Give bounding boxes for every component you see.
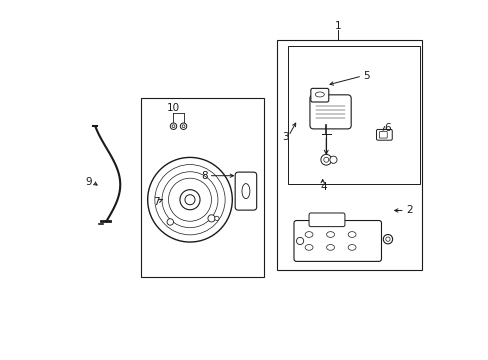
FancyBboxPatch shape xyxy=(309,95,350,129)
Circle shape xyxy=(155,165,224,235)
Circle shape xyxy=(170,123,176,130)
Ellipse shape xyxy=(347,244,355,250)
Bar xyxy=(140,98,264,277)
Bar xyxy=(276,40,421,270)
Text: 2: 2 xyxy=(406,206,412,216)
Ellipse shape xyxy=(242,184,249,199)
Circle shape xyxy=(180,190,200,210)
Circle shape xyxy=(180,123,186,130)
FancyBboxPatch shape xyxy=(293,221,381,261)
Ellipse shape xyxy=(326,244,334,250)
Text: 8: 8 xyxy=(202,171,208,181)
Bar xyxy=(287,45,419,184)
Text: 10: 10 xyxy=(167,103,180,113)
Circle shape xyxy=(385,237,389,241)
Ellipse shape xyxy=(305,244,312,250)
Text: 1: 1 xyxy=(334,21,340,31)
Ellipse shape xyxy=(326,231,334,237)
FancyBboxPatch shape xyxy=(308,213,344,226)
FancyBboxPatch shape xyxy=(376,130,391,140)
Circle shape xyxy=(207,215,215,222)
Ellipse shape xyxy=(347,231,355,237)
Circle shape xyxy=(182,125,184,128)
Text: 3: 3 xyxy=(282,132,288,142)
Circle shape xyxy=(147,157,232,242)
Circle shape xyxy=(329,156,336,163)
Text: 4: 4 xyxy=(320,182,326,192)
Circle shape xyxy=(383,234,392,244)
Circle shape xyxy=(167,219,173,225)
FancyBboxPatch shape xyxy=(235,172,256,210)
Text: 9: 9 xyxy=(85,177,92,187)
Circle shape xyxy=(184,195,195,205)
Circle shape xyxy=(296,237,303,244)
Circle shape xyxy=(323,157,328,162)
Circle shape xyxy=(168,178,211,221)
Text: 7: 7 xyxy=(153,197,160,207)
Circle shape xyxy=(320,154,331,165)
FancyBboxPatch shape xyxy=(310,88,328,102)
Text: 5: 5 xyxy=(363,71,369,81)
Circle shape xyxy=(162,172,218,228)
Circle shape xyxy=(214,216,219,221)
Circle shape xyxy=(172,125,175,128)
FancyBboxPatch shape xyxy=(379,132,386,138)
Ellipse shape xyxy=(305,231,312,237)
Text: 6: 6 xyxy=(384,123,390,133)
Ellipse shape xyxy=(315,92,324,97)
